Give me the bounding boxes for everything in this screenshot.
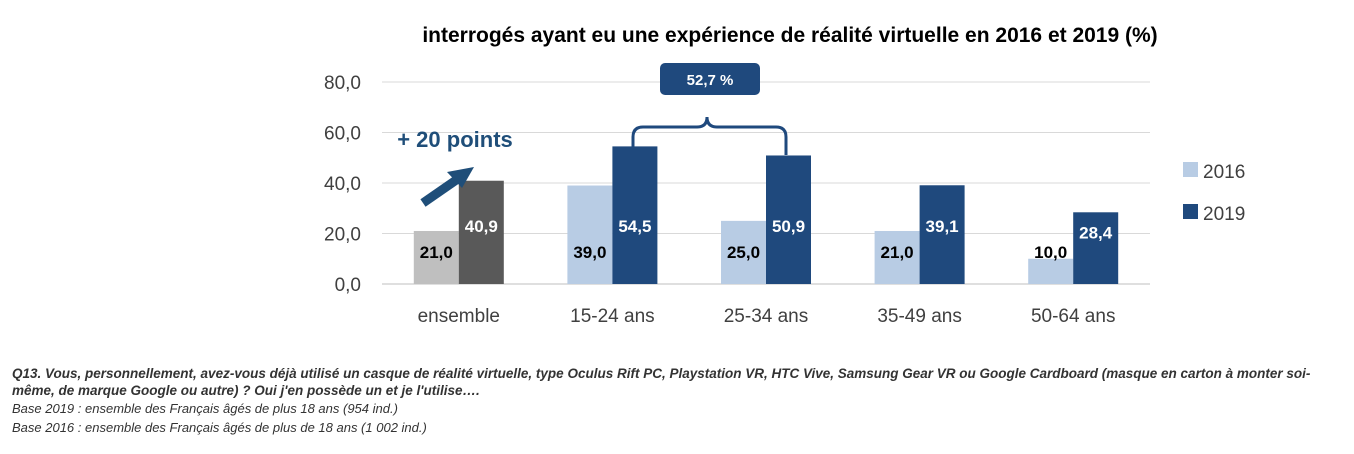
legend-swatch-2016 bbox=[1183, 162, 1198, 177]
bar-2016-ensemble bbox=[413, 230, 459, 284]
legend-swatch-2019 bbox=[1183, 204, 1198, 219]
chart: interrogés ayant eu une expérience de ré… bbox=[324, 24, 1245, 327]
legend-label-2016: 2016 bbox=[1203, 162, 1245, 183]
bar-2019-15-24-ans bbox=[612, 146, 658, 284]
data-label: 28,4 bbox=[1079, 223, 1113, 242]
bars: 21,0 40,9 39,0 54,5 25,0 50,9 21,0 39,1 10,0 28,4 bbox=[413, 146, 1119, 284]
callout-box bbox=[660, 63, 760, 95]
data-label: 25,0 bbox=[727, 243, 760, 262]
bracket bbox=[631, 116, 788, 155]
data-label: 39,1 bbox=[926, 217, 959, 236]
question-text: Q13. Vous, personnellement, avez-vous dé… bbox=[12, 366, 1311, 398]
chart-title: interrogés ayant eu une expérience de ré… bbox=[422, 24, 1157, 47]
category-label: 50-64 ans bbox=[1031, 306, 1116, 327]
increase-label: + 20 points bbox=[397, 127, 513, 152]
data-label: 21,0 bbox=[881, 243, 914, 262]
bar-2016-35-49-ans bbox=[874, 230, 920, 284]
age-15-34-callout: 52,7 % bbox=[631, 63, 788, 155]
base-2019-text: Base 2019 : ensemble des Français âgés d… bbox=[12, 401, 398, 416]
bar-2019-ensemble bbox=[458, 180, 504, 284]
bar-2019-25-34-ans bbox=[766, 155, 811, 284]
data-label: 10,0 bbox=[1034, 243, 1067, 262]
category-label: 15-24 ans bbox=[570, 306, 655, 327]
increase-annotation: + 20 points bbox=[397, 127, 513, 207]
y-tick-label: 0,0 bbox=[335, 275, 361, 296]
category-label: 35-49 ans bbox=[877, 306, 962, 327]
footnotes: Q13. Vous, personnellement, avez-vous dé… bbox=[12, 365, 1347, 437]
y-axis: 0,0 20,0 40,0 60,0 80,0 bbox=[324, 73, 361, 296]
data-label: 39,0 bbox=[573, 243, 606, 262]
data-label: 50,9 bbox=[772, 217, 805, 236]
bar-2016-15-24-ans bbox=[567, 185, 613, 284]
bar-2019-50-64-ans bbox=[1073, 212, 1119, 284]
x-axis: ensemble 15-24 ans 25-34 ans 35-49 ans 50-64… bbox=[418, 306, 1116, 327]
y-tick-label: 20,0 bbox=[324, 225, 361, 246]
data-label: 40,9 bbox=[465, 217, 498, 236]
bar-2016-50-64-ans bbox=[1028, 258, 1074, 284]
increase-arrow-icon bbox=[447, 167, 474, 188]
y-tick-label: 80,0 bbox=[324, 73, 361, 94]
y-tick-label: 40,0 bbox=[324, 174, 361, 195]
legend: 2016 2019 bbox=[1183, 162, 1245, 225]
bar-2019-35-49-ans bbox=[919, 185, 965, 284]
data-label: 54,5 bbox=[618, 217, 651, 236]
data-label: 21,0 bbox=[420, 243, 453, 262]
y-tick-label: 60,0 bbox=[324, 124, 361, 145]
callout-label: 52,7 % bbox=[687, 72, 734, 89]
legend-label-2019: 2019 bbox=[1203, 204, 1245, 225]
bar-2016-25-34-ans bbox=[721, 220, 766, 284]
category-label: ensemble bbox=[418, 306, 500, 327]
base-2016-text: Base 2016 : ensemble des Français âgés d… bbox=[12, 420, 427, 435]
category-label: 25-34 ans bbox=[724, 306, 809, 327]
